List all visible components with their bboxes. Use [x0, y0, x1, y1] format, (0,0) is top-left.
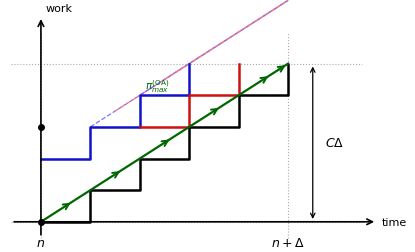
Text: $n+\Delta$: $n+\Delta$ — [271, 236, 305, 249]
Text: work: work — [46, 4, 73, 14]
Text: $\pi_{max}^{\rm (OA)}$: $\pi_{max}^{\rm (OA)}$ — [145, 78, 169, 94]
Text: $n$: $n$ — [37, 236, 46, 249]
Text: $C\Delta$: $C\Delta$ — [325, 137, 344, 150]
Text: time: time — [382, 217, 407, 227]
